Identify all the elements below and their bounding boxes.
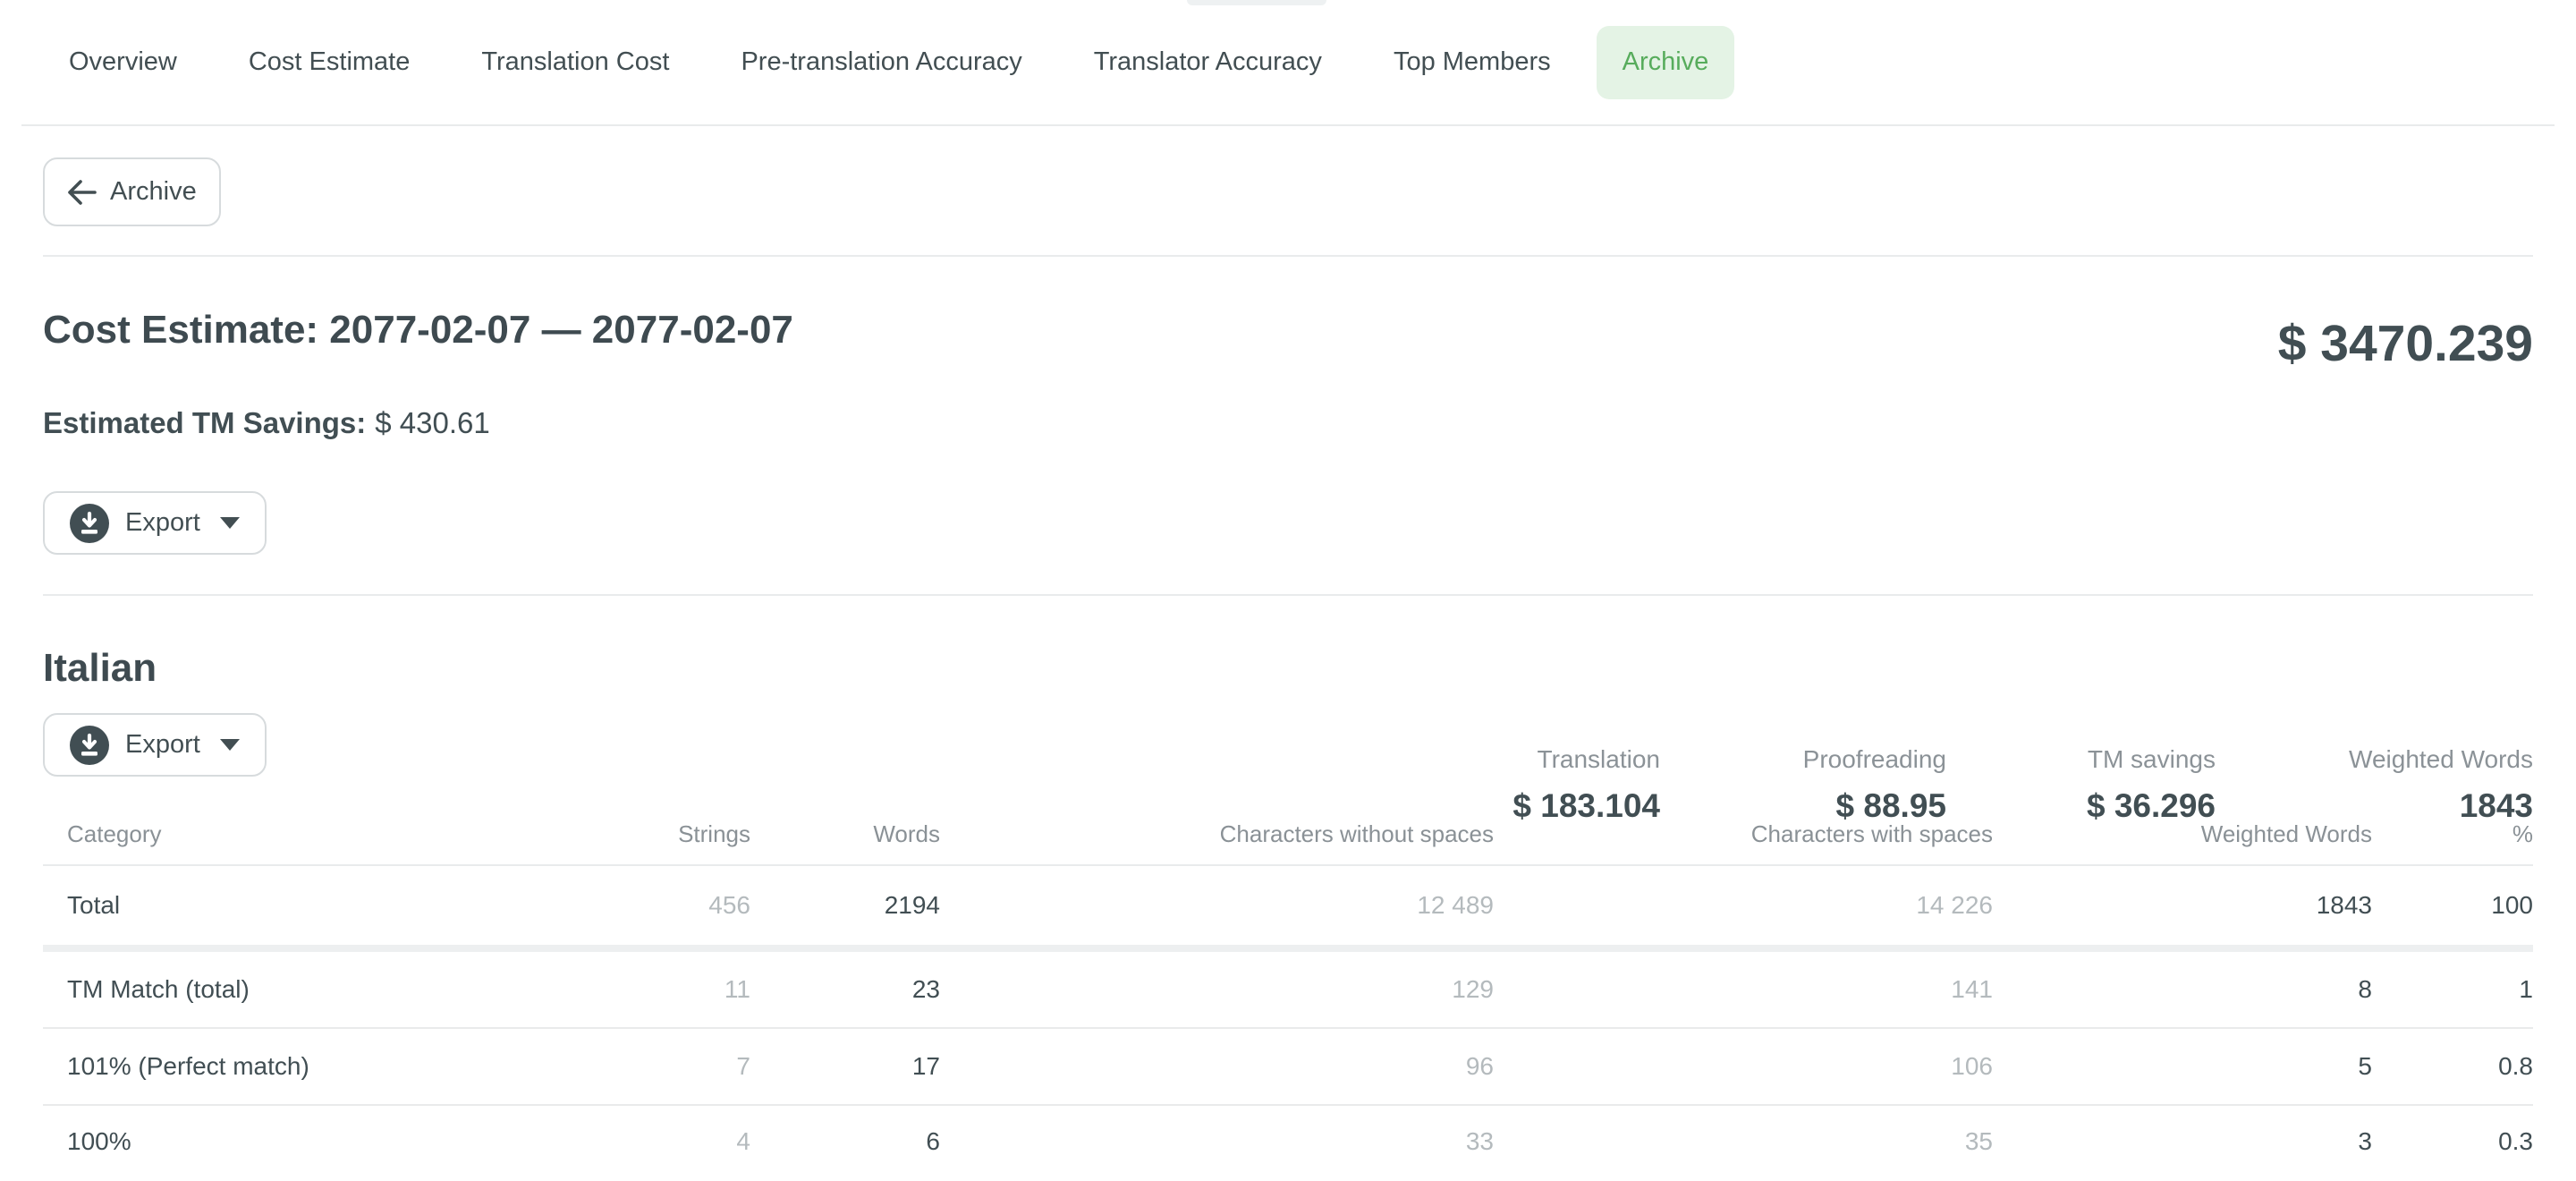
cell-category: 100% — [67, 1127, 131, 1155]
stat-label: Proofreading — [1802, 745, 1946, 773]
scrolled-element-fragment — [1187, 0, 1326, 5]
cell-category: Total — [67, 891, 121, 919]
archive-back-button[interactable]: Archive — [43, 157, 221, 226]
header-chars-with-spaces: Characters with spaces — [1750, 820, 1993, 847]
header-words: Words — [873, 820, 940, 847]
tab-translator-accuracy[interactable]: Translator Accuracy — [1093, 47, 1322, 76]
tab-top-members[interactable]: Top Members — [1393, 47, 1551, 76]
archive-back-row: Archive — [43, 157, 2533, 257]
stat-value: 1843 — [2459, 787, 2533, 824]
cell-weighted-words: 3 — [2358, 1127, 2372, 1155]
stat-translation: Translation $ 183.104 — [1392, 745, 1660, 824]
cell-chars-with-spaces: 106 — [1951, 1052, 1993, 1080]
stat-label: Weighted Words — [2349, 745, 2533, 773]
tm-savings-value: $ 430.61 — [375, 406, 490, 439]
tab-overview[interactable]: Overview — [69, 47, 177, 76]
cell-words: 2194 — [884, 891, 940, 919]
stat-value: $ 183.104 — [1513, 787, 1660, 824]
cell-strings: 4 — [736, 1127, 750, 1155]
cell-chars-with-spaces: 14 226 — [1916, 891, 1993, 919]
table-row-101-perfect-match: 101% (Perfect match) 7 17 96 106 5 0.8 — [43, 1029, 2533, 1106]
cell-percent: 0.3 — [2498, 1127, 2533, 1155]
export-button-label: Export — [125, 730, 200, 759]
download-icon — [70, 725, 109, 765]
cell-percent: 0.8 — [2498, 1052, 2533, 1080]
cost-breakdown-table: Category Strings Words Characters withou… — [43, 803, 2533, 1177]
cost-estimate-summary: Cost Estimate: 2077-02-07 — 2077-02-07 $… — [43, 303, 2533, 596]
cell-percent: 1 — [2519, 975, 2533, 1003]
cell-strings: 456 — [708, 891, 750, 919]
cell-percent: 100 — [2491, 891, 2533, 919]
table-header-row: Category Strings Words Characters withou… — [43, 803, 2533, 866]
stat-label: TM savings — [2087, 745, 2216, 773]
stat-tm-savings: TM savings $ 36.296 — [1946, 745, 2216, 824]
tab-cost-estimate[interactable]: Cost Estimate — [248, 47, 411, 76]
cell-category: 101% (Perfect match) — [67, 1052, 309, 1080]
cell-weighted-words: 1843 — [2316, 891, 2372, 919]
total-cost-amount: $ 3470.239 — [2277, 315, 2533, 372]
export-button-label: Export — [125, 508, 200, 537]
language-section-italian: Italian Export Translation $ 183.104 Pro… — [43, 649, 2533, 1177]
archive-back-label: Archive — [110, 177, 197, 206]
cell-chars-with-spaces: 35 — [1964, 1127, 1993, 1155]
cell-words: 6 — [926, 1127, 940, 1155]
header-chars-without-spaces: Characters without spaces — [1219, 820, 1494, 847]
cell-chars-without-spaces: 96 — [1465, 1052, 1494, 1080]
page-title: Cost Estimate: 2077-02-07 — 2077-02-07 — [43, 308, 793, 352]
cell-strings: 7 — [736, 1052, 750, 1080]
export-report-button[interactable]: Export — [43, 491, 267, 555]
header-percent: % — [2512, 820, 2533, 847]
cell-chars-with-spaces: 141 — [1951, 975, 1993, 1003]
cell-strings: 11 — [724, 975, 750, 1003]
report-tabs: Overview Cost Estimate Translation Cost … — [21, 0, 2555, 126]
stat-value: $ 36.296 — [2086, 787, 2216, 824]
tab-archive[interactable]: Archive — [1596, 25, 1735, 99]
language-stats: Translation $ 183.104 Proofreading $ 88.… — [1392, 745, 2533, 824]
cell-words: 17 — [911, 1052, 940, 1080]
cell-chars-without-spaces: 129 — [1452, 975, 1494, 1003]
tab-pre-translation-accuracy[interactable]: Pre-translation Accuracy — [741, 47, 1022, 76]
language-title: Italian — [43, 646, 157, 690]
stat-weighted-words: Weighted Words 1843 — [2216, 745, 2533, 824]
tab-translation-cost[interactable]: Translation Cost — [481, 47, 670, 76]
header-weighted-words: Weighted Words — [2200, 820, 2372, 847]
export-language-button[interactable]: Export — [43, 713, 267, 777]
tm-savings-label: Estimated TM Savings: — [43, 406, 367, 439]
cell-category: TM Match (total) — [67, 975, 250, 1003]
cell-words: 23 — [911, 975, 940, 1003]
cell-weighted-words: 5 — [2358, 1052, 2372, 1080]
download-icon — [70, 503, 109, 543]
cell-chars-without-spaces: 12 489 — [1417, 891, 1494, 919]
table-row-100: 100% 4 6 33 35 3 0.3 — [43, 1106, 2533, 1177]
table-row-tm-match: TM Match (total) 11 23 129 141 8 1 — [43, 952, 2533, 1029]
caret-down-icon — [219, 517, 240, 529]
stat-proofreading: Proofreading $ 88.95 — [1660, 745, 1946, 824]
cell-chars-without-spaces: 33 — [1465, 1127, 1494, 1155]
header-category: Category — [67, 820, 162, 847]
caret-down-icon — [219, 739, 240, 751]
stat-value: $ 88.95 — [1835, 787, 1946, 824]
cell-weighted-words: 8 — [2358, 975, 2372, 1003]
stat-label: Translation — [1537, 745, 1660, 773]
table-row-total: Total 456 2194 12 489 14 226 1843 100 — [43, 866, 2533, 952]
header-strings: Strings — [678, 820, 750, 847]
arrow-left-icon — [68, 179, 97, 205]
